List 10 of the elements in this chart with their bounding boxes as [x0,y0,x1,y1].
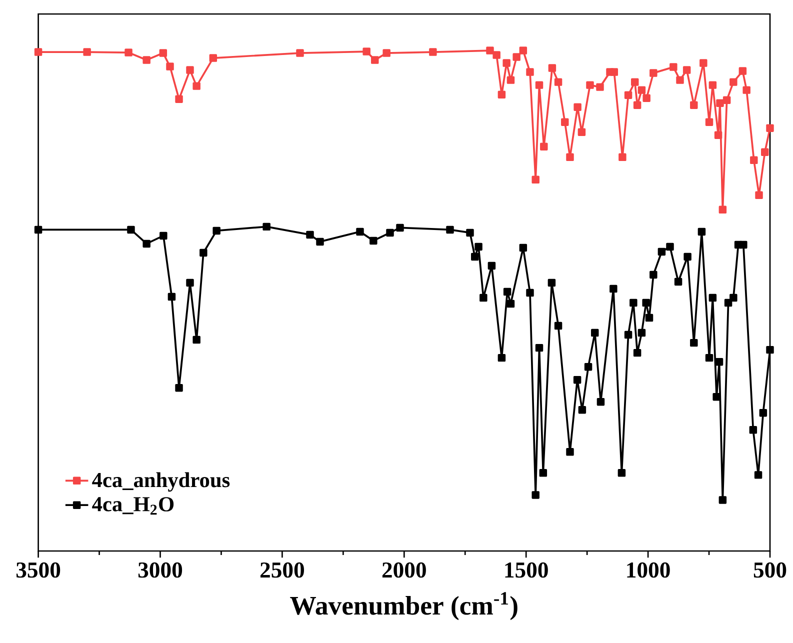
x-tick-label: 1000 [627,562,670,578]
x-tick-label: 500 [754,562,786,578]
x-tick-label: 1500 [505,562,548,578]
legend-label: 4ca_H$_{2}$O [92,497,174,515]
x-tick-label: 2500 [260,562,304,578]
x-tick-label: 3500 [16,562,60,578]
x-tick-label: 3000 [138,562,182,578]
x-axis-title: Wavenumber (cm$^{-1}$) [290,592,518,620]
legend-label: 4ca_anhydrous [92,472,230,492]
x-tick-label: 2000 [382,562,426,578]
